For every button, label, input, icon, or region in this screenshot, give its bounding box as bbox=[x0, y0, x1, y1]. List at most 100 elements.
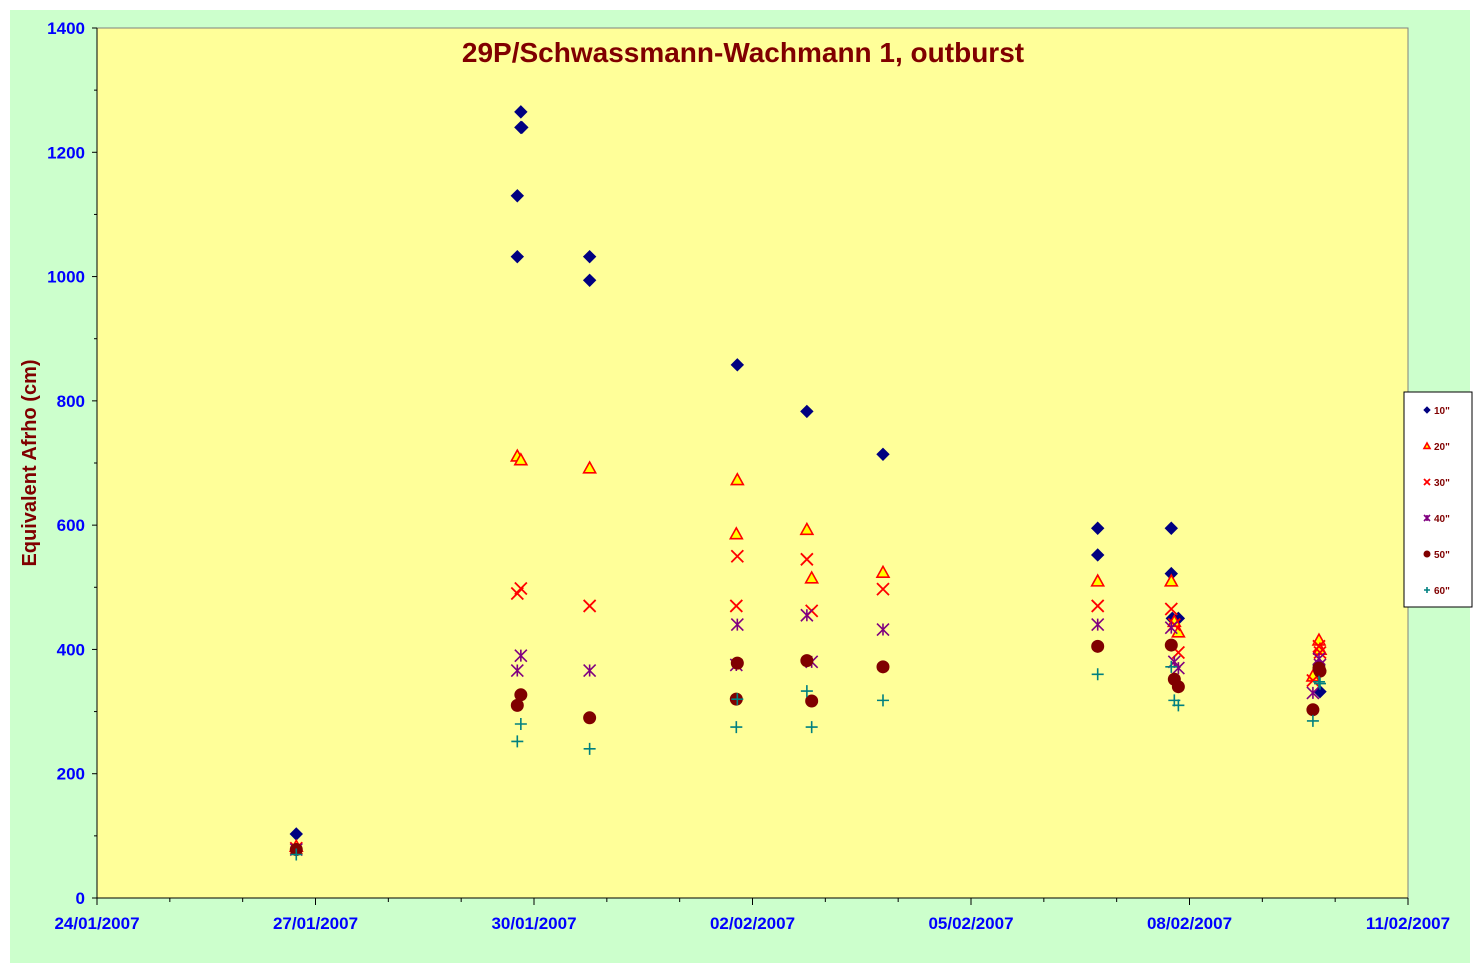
y-tick-label: 1400 bbox=[47, 19, 85, 38]
data-point bbox=[510, 249, 525, 264]
data-point bbox=[730, 358, 745, 372]
x-tick-label: 11/02/2007 bbox=[1366, 914, 1450, 933]
data-point bbox=[583, 742, 596, 755]
legend-label: 20" bbox=[1434, 442, 1450, 453]
data-point bbox=[515, 120, 529, 135]
data-point bbox=[728, 526, 744, 540]
series-3 bbox=[289, 549, 1327, 855]
legend: 10" 20" 30" 40" 50" 60" bbox=[1403, 391, 1473, 608]
data-point bbox=[582, 273, 597, 288]
data-point bbox=[1090, 548, 1105, 562]
data-point bbox=[1306, 686, 1320, 700]
data-point bbox=[800, 608, 814, 622]
data-point bbox=[804, 570, 820, 584]
x-tick-label: 27/01/2007 bbox=[273, 914, 358, 933]
data-points bbox=[288, 105, 1328, 861]
data-point bbox=[800, 404, 814, 419]
data-point bbox=[1091, 599, 1105, 613]
plot-area bbox=[96, 27, 1409, 899]
data-point bbox=[876, 660, 890, 674]
data-point bbox=[511, 735, 524, 748]
data-point bbox=[1090, 573, 1106, 587]
legend-label: 50" bbox=[1434, 550, 1450, 561]
data-point bbox=[1091, 639, 1105, 653]
data-point bbox=[583, 711, 597, 725]
x-tick-label: 02/02/2007 bbox=[710, 914, 795, 933]
x-tick-label: 08/02/2007 bbox=[1147, 914, 1232, 933]
data-point bbox=[1306, 714, 1319, 727]
legend-label: 30" bbox=[1434, 478, 1450, 489]
y-tick-label: 600 bbox=[57, 516, 85, 535]
data-point bbox=[800, 552, 814, 566]
x-tick-label: 24/01/2007 bbox=[54, 914, 139, 933]
data-point bbox=[876, 582, 890, 596]
y-tick-label: 1200 bbox=[47, 143, 85, 162]
data-point bbox=[1164, 521, 1178, 535]
legend-marker bbox=[1423, 550, 1431, 558]
data-point bbox=[876, 694, 889, 707]
data-point bbox=[1171, 661, 1185, 675]
data-point bbox=[1313, 677, 1326, 690]
data-point bbox=[582, 249, 597, 264]
y-tick-label: 0 bbox=[76, 889, 85, 908]
data-point bbox=[514, 688, 528, 702]
data-point bbox=[805, 694, 819, 708]
data-point bbox=[1091, 618, 1105, 632]
y-axis-ticks: 0 200 400 600 800 1000 1200 1400 bbox=[47, 19, 97, 908]
data-point bbox=[876, 447, 890, 462]
series-6 bbox=[290, 660, 1326, 861]
data-point bbox=[730, 656, 744, 670]
legend-label: 60" bbox=[1434, 586, 1450, 597]
data-point bbox=[875, 564, 891, 578]
data-point bbox=[729, 472, 745, 486]
legend-label: 10" bbox=[1434, 406, 1450, 417]
data-point bbox=[1313, 664, 1327, 678]
data-point bbox=[514, 581, 528, 596]
data-point bbox=[290, 848, 303, 861]
data-point bbox=[1164, 621, 1178, 635]
data-point bbox=[800, 685, 813, 698]
x-axis-ticks: 24/01/2007 27/01/2007 30/01/2007 02/02/2007… bbox=[54, 898, 1450, 933]
data-point bbox=[1091, 668, 1104, 681]
data-point bbox=[729, 599, 743, 613]
data-point bbox=[510, 663, 524, 678]
x-tick-label: 30/01/2007 bbox=[491, 914, 576, 933]
series-5 bbox=[289, 638, 1327, 857]
data-point bbox=[1164, 638, 1178, 652]
data-point bbox=[730, 618, 744, 632]
data-point bbox=[514, 718, 527, 730]
data-point bbox=[1163, 573, 1179, 587]
data-point bbox=[730, 549, 744, 563]
legend-marker bbox=[1422, 441, 1432, 450]
data-point bbox=[1165, 660, 1178, 673]
data-point bbox=[876, 622, 890, 637]
data-point bbox=[510, 189, 525, 203]
y-axis-label: Equivalent Afrho (cm) bbox=[19, 359, 41, 566]
legend-box bbox=[1403, 391, 1473, 608]
data-point bbox=[1090, 521, 1105, 535]
data-point bbox=[731, 693, 744, 706]
data-point bbox=[582, 460, 597, 474]
data-point bbox=[1164, 602, 1178, 616]
y-tick-label: 1000 bbox=[47, 268, 85, 287]
legend-marker bbox=[1424, 587, 1430, 593]
chart-title: 29P/Schwassmann-Wachmann 1, outburst bbox=[462, 37, 1024, 68]
legend-marker bbox=[1423, 406, 1431, 414]
data-point bbox=[513, 452, 529, 466]
data-point bbox=[583, 663, 597, 678]
data-point bbox=[1306, 703, 1320, 717]
y-tick-label: 800 bbox=[57, 392, 85, 411]
y-tick-label: 200 bbox=[57, 765, 85, 784]
data-point bbox=[1172, 699, 1185, 712]
data-point bbox=[514, 105, 528, 119]
y-tick-label: 400 bbox=[57, 640, 85, 659]
x-tick-label: 05/02/2007 bbox=[928, 914, 1013, 933]
data-point bbox=[730, 721, 743, 734]
data-point bbox=[1171, 680, 1185, 694]
data-point bbox=[583, 599, 597, 613]
data-point bbox=[799, 521, 815, 536]
legend-marker bbox=[1423, 514, 1431, 522]
data-point bbox=[514, 649, 528, 663]
legend-label: 40" bbox=[1434, 514, 1450, 525]
